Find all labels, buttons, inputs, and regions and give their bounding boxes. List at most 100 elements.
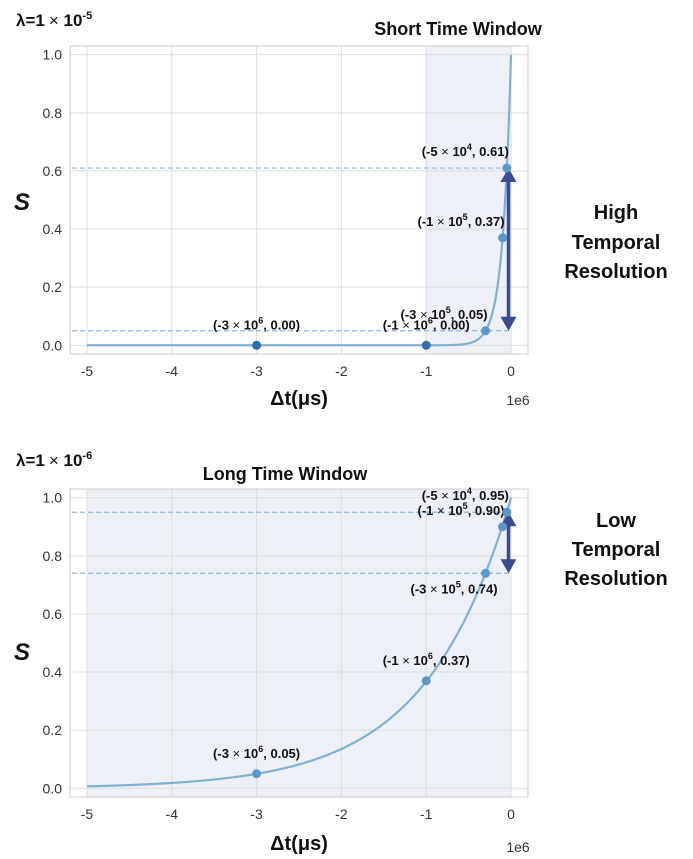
annotation-post: , 0.74) [461, 581, 498, 596]
annotation-times: × [399, 653, 414, 668]
annotation-times: × [229, 746, 244, 761]
annotation-pre: (-3 [213, 317, 229, 332]
y-axis-label: S [14, 639, 30, 666]
resolution-arrow-head-down [500, 316, 517, 331]
x-tick-label: -4 [166, 806, 179, 822]
annotation-exp: 4 [467, 486, 472, 496]
lambda-prefix: λ=1 [16, 451, 45, 470]
data-point [252, 769, 262, 779]
annotation-exp: 6 [258, 744, 263, 754]
annotation-base: 10 [448, 503, 462, 518]
lambda-base: 10 [59, 11, 83, 30]
side-annotation-line: Resolution [564, 261, 667, 283]
y-tick-label: 0.2 [43, 722, 63, 738]
point-annotation: (-3 × 106, 0.00) [213, 315, 300, 332]
annotation-exp: 5 [463, 212, 468, 222]
annotation-times: × [433, 214, 448, 229]
point-annotation: (-3 × 106, 0.05) [213, 744, 300, 761]
annotation-base: 10 [452, 488, 466, 503]
annotation-times: × [426, 581, 441, 596]
annotation-post: , 0.95) [472, 488, 509, 503]
series-line [86, 497, 513, 788]
y-tick-label: 0.0 [43, 780, 63, 796]
annotation-base: 10 [452, 144, 466, 159]
lambda-label: λ=1 × 10-5 [16, 10, 92, 30]
x-tick-label: -1 [420, 363, 433, 379]
x-tick-label: -5 [81, 363, 94, 379]
y-tick-label: 0.2 [43, 279, 63, 295]
annotation-times: × [399, 317, 414, 332]
x-axis-label: Δt(μs) [270, 388, 328, 410]
data-point [498, 522, 508, 532]
side-annotation-line: Resolution [564, 568, 667, 590]
resolution-arrow-head-down [500, 559, 517, 574]
annotation-times: × [229, 317, 244, 332]
point-annotation: (-3 × 105, 0.05) [401, 305, 488, 322]
x-tick-label: -3 [250, 806, 263, 822]
annotation-pre: (-5 [422, 144, 438, 159]
point-annotation: (-5 × 104, 0.95) [422, 486, 509, 503]
data-point [498, 233, 508, 243]
shaded-window [426, 46, 512, 354]
annotation-times: × [438, 144, 453, 159]
annotation-post: , 0.37) [433, 653, 470, 668]
annotation-pre: (-3 [213, 746, 229, 761]
x-tick-label: 0 [507, 363, 515, 379]
lambda-base: 10 [59, 451, 83, 470]
annotation-exp: 5 [463, 501, 468, 511]
series-line [86, 54, 513, 347]
annotation-pre: (-1 [383, 653, 399, 668]
plot-frame [69, 45, 529, 355]
annotation-base: 10 [448, 214, 462, 229]
chart-panel-2: -5 -4 -3 -2 -1 00.00.20.40.60.81.0(-3 × 106, … [14, 450, 668, 855]
data-point [481, 326, 491, 336]
annotation-post: , 0.05) [451, 307, 488, 322]
lambda-exp: -5 [82, 10, 92, 22]
data-point [421, 340, 431, 350]
annotation-post: , 0.05) [263, 746, 300, 761]
annotation-post: , 0.00) [433, 317, 470, 332]
x-tick-label: -5 [81, 806, 94, 822]
shaded-window [86, 489, 512, 797]
data-point [252, 340, 262, 350]
lambda-exp: -6 [82, 450, 92, 462]
chart-title: Long Time Window [203, 464, 368, 484]
annotation-base: 10 [413, 317, 427, 332]
annotation-base: 10 [441, 581, 455, 596]
x-tick-label: -2 [335, 363, 348, 379]
x-tick-label: 0 [507, 806, 515, 822]
data-point [481, 568, 491, 578]
annotation-pre: (-1 [417, 214, 433, 229]
y-axis-label: S [14, 189, 30, 216]
point-annotation: (-1 × 106, 0.37) [383, 651, 470, 668]
x-tick-label: -1 [420, 806, 433, 822]
plot-frame [69, 488, 529, 798]
annotation-post: , 0.90) [468, 503, 505, 518]
y-tick-label: 1.0 [43, 490, 63, 506]
y-tick-label: 0.8 [43, 548, 63, 564]
y-tick-label: 0.6 [43, 606, 63, 622]
side-annotation-line: High [594, 202, 638, 224]
x-axis-label: Δt(μs) [270, 833, 328, 855]
lambda-prefix: λ=1 [16, 11, 45, 30]
annotation-base: 10 [431, 307, 445, 322]
y-tick-label: 0.4 [43, 664, 63, 680]
point-annotation: (-1 × 105, 0.90) [417, 501, 504, 518]
annotation-exp: 6 [258, 315, 263, 325]
annotation-exp: 6 [428, 315, 433, 325]
annotation-base: 10 [244, 746, 258, 761]
x-tick-label: -3 [250, 363, 263, 379]
x-tick-label: -2 [335, 806, 348, 822]
x-axis-multiplier: 1e6 [506, 839, 530, 855]
annotation-exp: 4 [467, 142, 472, 152]
annotation-times: × [433, 503, 448, 518]
lambda-times: × [49, 451, 59, 470]
point-annotation: (-1 × 106, 0.00) [383, 315, 470, 332]
annotation-post: , 0.37) [468, 214, 505, 229]
annotation-base: 10 [244, 317, 258, 332]
y-tick-label: 0.4 [43, 221, 63, 237]
annotation-base: 10 [413, 653, 427, 668]
y-tick-label: 0.0 [43, 337, 63, 353]
chart-panel-1: -5 -4 -3 -2 -1 00.00.20.40.60.81.0(-3 × 106, … [14, 10, 668, 410]
